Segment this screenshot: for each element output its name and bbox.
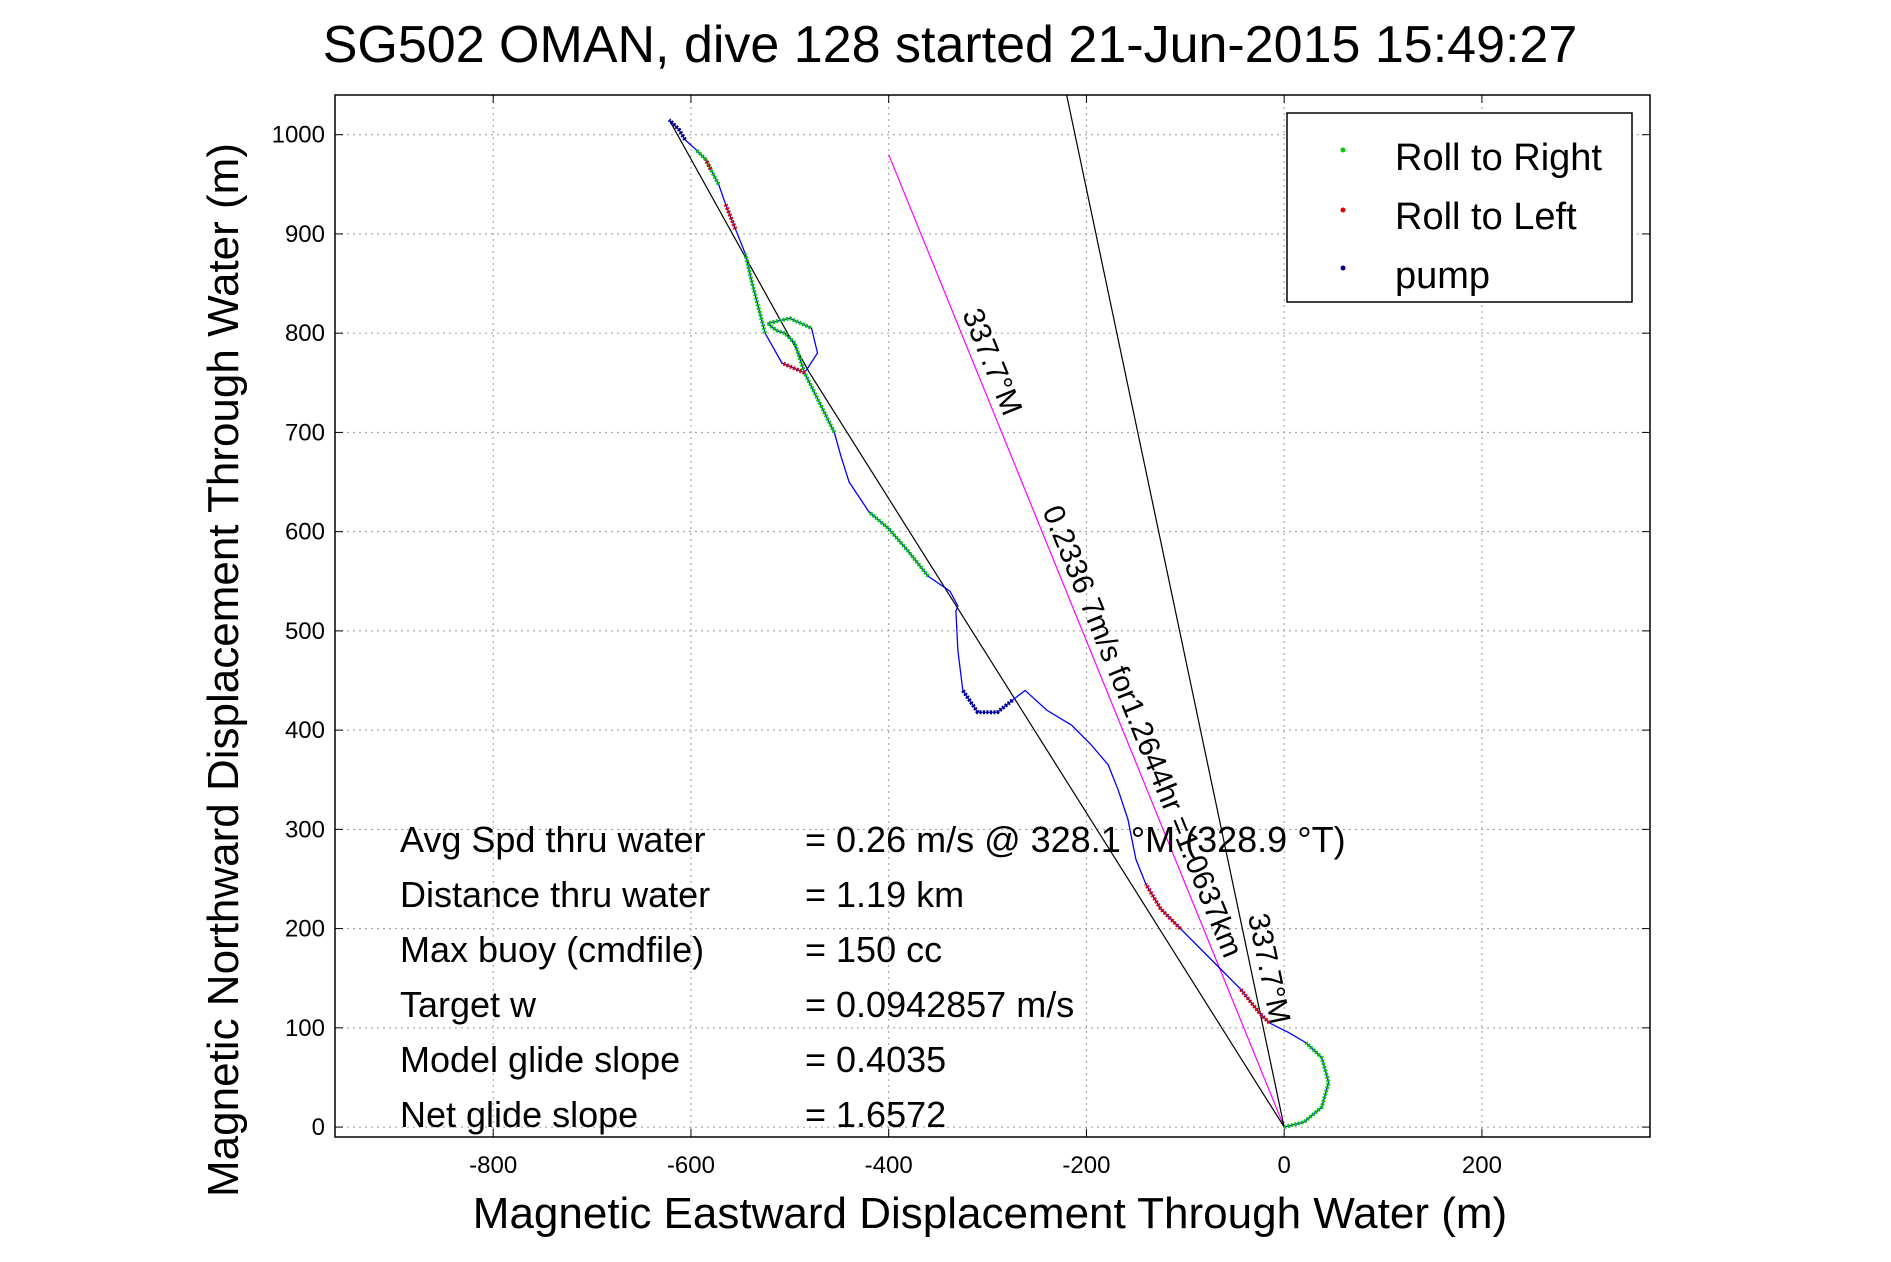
y-tick-label: 900 (285, 221, 325, 248)
legend-box (1286, 112, 1633, 303)
y-tick-label: 500 (285, 618, 325, 645)
stat-value-distance: = 1.19 km (805, 874, 964, 915)
y-axis-ticks: 0 100 200 300 400 500 600 700 800 900 1000 (272, 122, 1650, 1141)
y-tick-label: 0 (312, 1114, 325, 1141)
y-tick-label: 300 (285, 816, 325, 843)
roll-left-segment (1238, 986, 1271, 1025)
reference-line (1066, 95, 1285, 1128)
y-tick-label: 100 (285, 1015, 325, 1042)
stats-block: Avg Spd thru water = 0.26 m/s @ 328.1 °M… (400, 819, 1346, 1135)
stat-value-max-buoy: = 150 cc (805, 929, 942, 970)
roll-left-segment (1144, 882, 1182, 931)
stat-label-net-glide: Net glide slope (400, 1094, 638, 1135)
chart-title: SG502 OMAN, dive 128 started 21-Jun-2015… (323, 16, 1578, 74)
pump-segment (961, 689, 1014, 715)
legend-marker-roll-left (1340, 207, 1346, 213)
legend-label-roll-right: Roll to Right (1395, 137, 1602, 179)
reference-lines (668, 95, 1285, 1128)
stat-value-avg-speed: = 0.26 m/s @ 328.1 °M (328.9 °T) (805, 819, 1346, 860)
roll-right-segment (764, 316, 837, 434)
x-tick-label: -600 (667, 1152, 715, 1179)
roll-right-segment (743, 253, 768, 334)
reference-line (809, 372, 1285, 1128)
roll-left-segment (723, 203, 738, 230)
stat-value-model-glide: = 0.4035 (805, 1039, 946, 1080)
dive-track (667, 118, 1331, 1130)
stat-value-net-glide: = 1.6572 (805, 1094, 946, 1135)
y-tick-label: 400 (285, 717, 325, 744)
y-tick-label: 800 (285, 320, 325, 347)
legend-marker-roll-right (1340, 147, 1346, 153)
legend-label-roll-left: Roll to Left (1395, 196, 1577, 238)
plot-area-frame (334, 94, 1651, 1138)
roll-left-segment (781, 361, 806, 375)
stat-label-model-glide: Model glide slope (400, 1039, 680, 1080)
x-tick-label: 0 (1277, 1152, 1290, 1179)
reference-line (668, 119, 811, 374)
roll-right-segment (867, 510, 930, 578)
stat-label-distance: Distance thru water (400, 874, 710, 915)
roll-right-segment (694, 148, 721, 186)
y-tick-label: 1000 (272, 122, 325, 149)
x-axis-ticks: -800 -600 -400 -200 0 200 (469, 95, 1502, 1179)
x-axis-label: Magnetic Eastward Displacement Through W… (473, 1189, 1507, 1238)
x-tick-label: 200 (1462, 1152, 1502, 1179)
roll-left-segment (703, 158, 713, 171)
x-tick-label: -200 (1062, 1152, 1110, 1179)
legend-marker-pump (1340, 265, 1346, 271)
y-tick-label: 200 (285, 916, 325, 943)
stat-label-max-buoy: Max buoy (cmdfile) (400, 929, 704, 970)
stat-label-avg-speed: Avg Spd thru water (400, 819, 706, 860)
y-tick-label: 700 (285, 419, 325, 446)
y-tick-label: 600 (285, 519, 325, 546)
legend-label-pump: pump (1395, 255, 1490, 297)
stat-value-target-w: = 0.0942857 m/s (805, 984, 1074, 1025)
y-axis-label: Magnetic Northward Displacement Through … (199, 143, 248, 1197)
x-tick-label: -400 (865, 1152, 913, 1179)
pump-segment (667, 118, 687, 141)
roll-right-segment (1283, 1041, 1331, 1130)
stat-label-target-w: Target w (400, 984, 537, 1025)
reference-line (888, 154, 1285, 1128)
x-tick-label: -800 (469, 1152, 517, 1179)
legend: Roll to Right Roll to Left pump (1286, 112, 1633, 303)
